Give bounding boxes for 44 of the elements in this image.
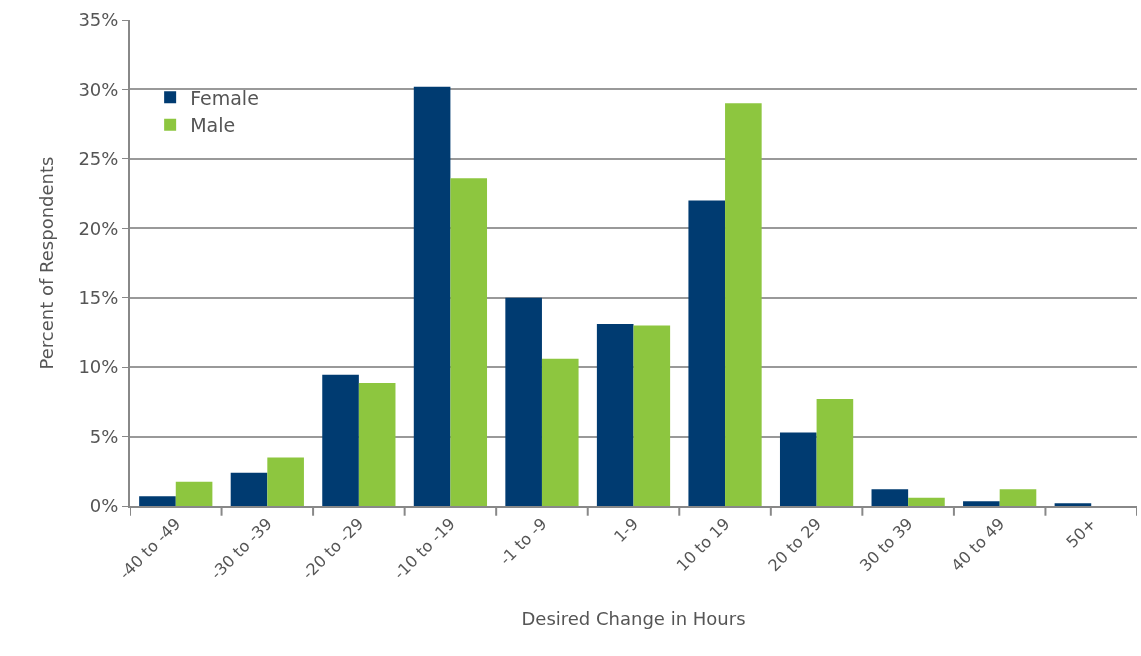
bar [358,383,396,506]
legend-label: Female [190,86,259,109]
y-tick-label: 5% [89,425,119,447]
bar [908,497,945,506]
bar [816,399,854,506]
y-tick-label: 30% [78,78,119,100]
bar [871,489,909,506]
bar [541,358,579,506]
bar [688,200,726,506]
x-tick-label: -10 to -19 [389,514,459,584]
bar [596,324,634,506]
y-tick-label: 0% [89,495,119,517]
legend-label: Male [190,114,236,137]
bar [175,481,213,506]
x-tick-label: 50+ [1062,514,1100,552]
x-tick-label: 10 to 19 [672,514,734,576]
x-tick-label: 30 to 39 [855,514,917,576]
bar [139,496,176,506]
x-tick-label: 1-9 [610,514,642,547]
x-tick-label: 20 to 29 [764,514,826,576]
y-tick-label: 15% [78,287,119,309]
bar [322,374,359,506]
x-axis-title: Desired Change in Hours [521,607,746,629]
bar [505,297,542,506]
bar [779,432,817,506]
y-tick-label: 10% [78,356,119,378]
bar [230,472,268,506]
bar [999,489,1037,506]
y-tick-label: 20% [78,217,119,239]
x-tick-label: -20 to -29 [298,514,368,584]
y-tick-label: 35% [78,9,119,31]
bar [725,103,762,506]
x-tick-label: -1 to -9 [495,514,551,569]
bar [1054,503,1092,506]
x-tick-label: -30 to -39 [206,514,276,584]
bar [450,178,488,506]
y-axis-title: Percent of Respondents [36,156,58,370]
x-tick-label: -40 to -49 [115,514,185,584]
bar [963,501,1000,506]
bar [267,457,304,506]
x-tick-label: 40 to 49 [947,514,1009,576]
bar [413,86,451,506]
bar [633,325,671,506]
y-tick-label: 25% [78,148,119,170]
